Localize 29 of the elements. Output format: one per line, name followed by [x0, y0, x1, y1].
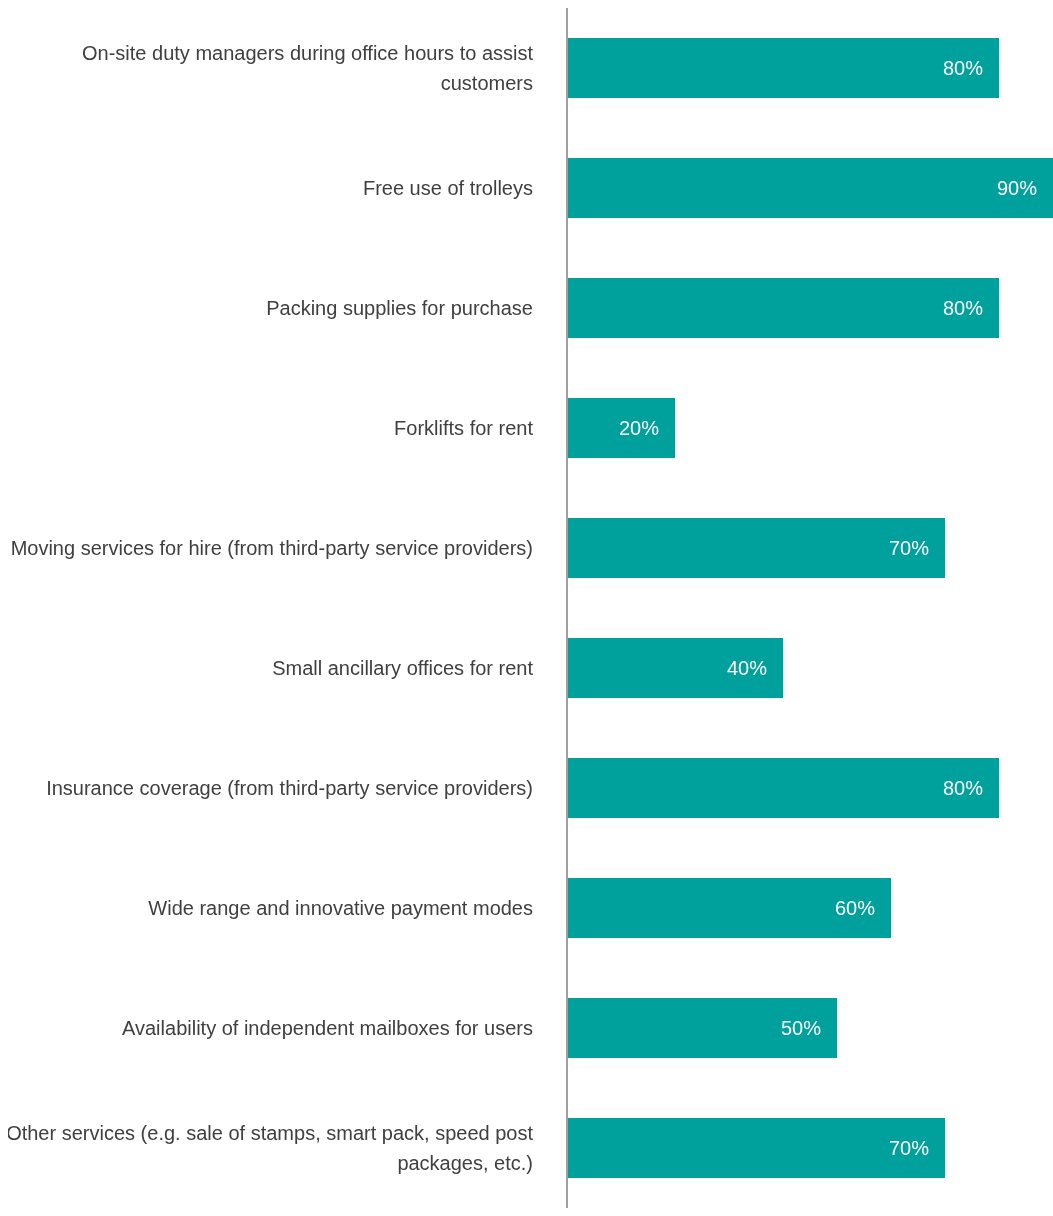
- y-tick-label: On-site duty managers during office hours to assist customers: [82, 42, 534, 94]
- y-tick-label: Insurance coverage (from third-party service providers): [46, 777, 534, 799]
- bar: [567, 398, 675, 458]
- bar: [567, 998, 837, 1058]
- data-label: 80%: [942, 777, 984, 800]
- y-tick-label: Small ancillary offices for rent: [272, 657, 534, 679]
- data-label: 70%: [888, 537, 930, 560]
- y-tick-label: Forklifts for rent: [394, 417, 534, 439]
- y-tick-label: Free use of trolleys: [362, 177, 533, 199]
- bar: [567, 278, 999, 338]
- bar: [567, 158, 1053, 218]
- data-label: 70%: [888, 1137, 930, 1160]
- y-tick-label: Wide range and innovative payment modes: [148, 897, 533, 919]
- bar: [567, 638, 783, 698]
- bar: [567, 38, 999, 98]
- bar: [567, 518, 945, 578]
- data-label: 60%: [834, 897, 876, 920]
- data-label: 90%: [996, 177, 1038, 200]
- data-label: 40%: [726, 657, 768, 680]
- y-tick-label: Availability of independent mailboxes for users: [122, 1017, 533, 1039]
- y-tick-label: Packing supplies for purchase: [266, 297, 534, 319]
- bar: [567, 878, 891, 938]
- data-label: 80%: [942, 297, 984, 320]
- bar: [567, 1118, 945, 1178]
- data-label: 50%: [780, 1017, 822, 1040]
- data-label: 20%: [618, 417, 660, 440]
- bar: [567, 758, 999, 818]
- data-label: 80%: [942, 57, 984, 80]
- y-tick-label: Moving services for hire (from third-party service providers): [10, 537, 534, 559]
